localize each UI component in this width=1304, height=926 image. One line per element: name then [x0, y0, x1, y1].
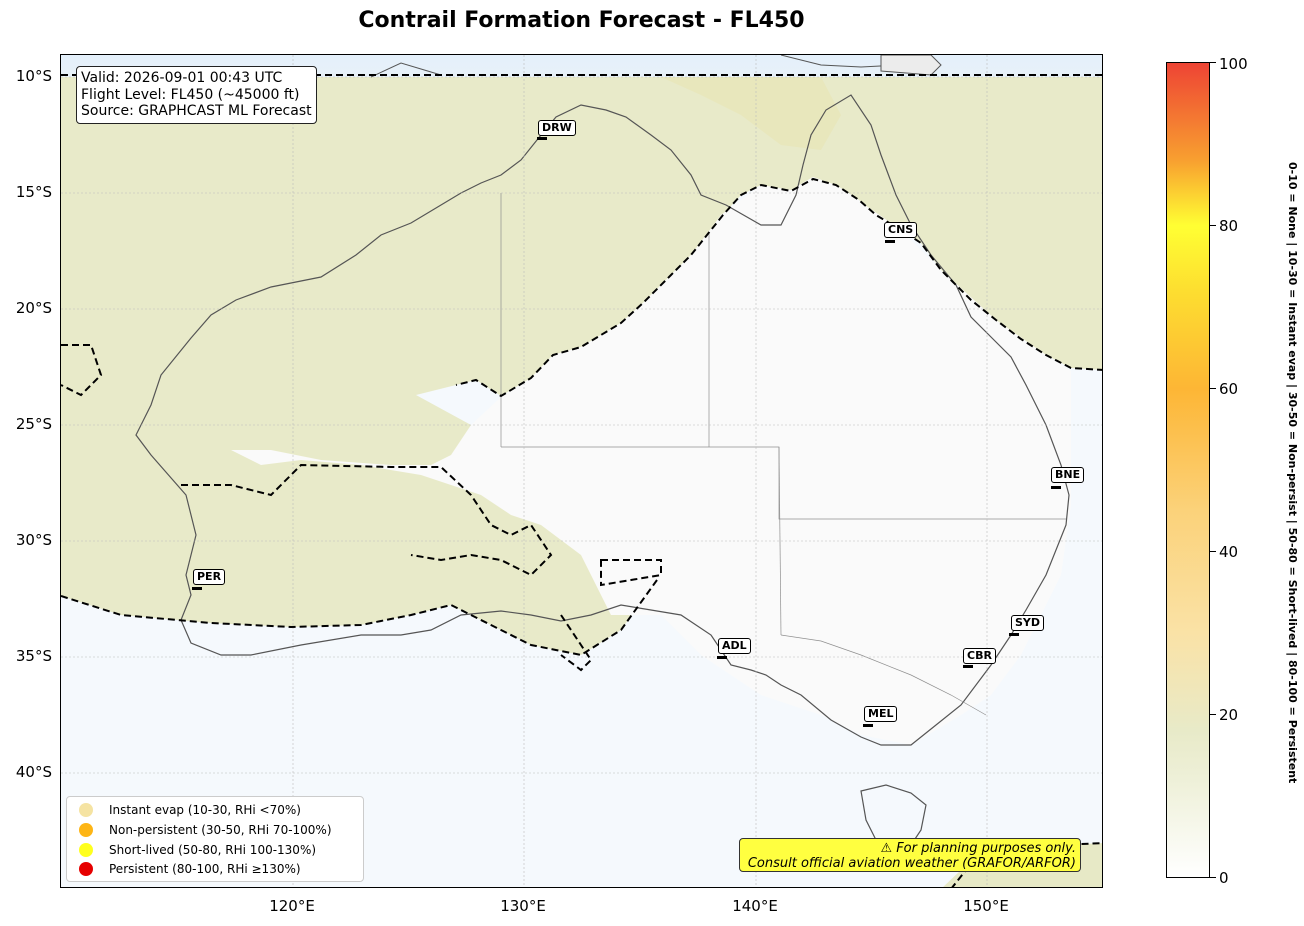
city-label-cns[interactable]: CNS [884, 222, 918, 238]
lat-tick-40s: 40°S [15, 763, 52, 781]
legend-label: Persistent (80-100, RHi ≥130%) [109, 862, 301, 876]
colorbar-tick-60: 60 [1219, 380, 1239, 398]
low-risk-region-warm-patch [661, 77, 841, 150]
city-marker-bne [1051, 486, 1061, 489]
city-label-per[interactable]: PER [193, 569, 226, 585]
legend-swatch [79, 862, 93, 876]
lon-tick-120e: 120°E [269, 897, 315, 915]
legend-label: Non-persistent (30-50, RHi 70-100%) [109, 823, 332, 837]
legend-item-non-persistent: Non-persistent (30-50, RHi 70-100%) [79, 821, 332, 839]
legend-item-short-lived: Short-lived (50-80, RHi 100-130%) [79, 841, 316, 859]
low-risk-region [61, 77, 1102, 655]
valid-time: Valid: 2026-09-01 00:43 UTC [81, 70, 283, 86]
clear-region [231, 177, 1071, 745]
city-label-mel[interactable]: MEL [864, 706, 898, 722]
warning-line-1: ⚠ For planning purposes only. [880, 841, 1077, 856]
colorbar-tick-0: 0 [1219, 869, 1229, 887]
city-label-cbr[interactable]: CBR [963, 648, 996, 664]
city-label-drw[interactable]: DRW [538, 120, 576, 136]
city-marker-cbr [963, 665, 973, 668]
forecast-info-box: Valid: 2026-09-01 00:43 UTC Flight Level… [76, 66, 317, 124]
lon-tick-130e: 130°E [500, 897, 546, 915]
colorbar-tick-40: 40 [1219, 543, 1239, 561]
colorbar-tick-mark [1210, 714, 1216, 715]
lat-tick-10s: 10°S [15, 67, 52, 85]
lon-tick-150e: 150°E [963, 897, 1009, 915]
city-marker-adl [717, 656, 727, 659]
map-panel[interactable] [60, 54, 1103, 888]
map-canvas [61, 55, 1102, 887]
threshold-contours [61, 74, 1102, 887]
city-markers [192, 137, 1061, 727]
city-marker-drw [537, 137, 547, 140]
legend-swatch [79, 803, 93, 817]
legend-item-persistent: Persistent (80-100, RHi ≥130%) [79, 860, 301, 878]
colorbar-tick-mark [1210, 877, 1216, 878]
legend-label: Short-lived (50-80, RHi 100-130%) [109, 843, 317, 857]
state-borders [500, 193, 1066, 716]
lat-tick-25s: 25°S [15, 415, 52, 433]
risk-legend: Instant evap (10-30, RHi <70%) Non-persi… [66, 796, 364, 882]
city-marker-syd [1009, 633, 1019, 636]
new-guinea-land [880, 55, 942, 76]
colorbar-tick-80: 80 [1219, 217, 1239, 235]
city-marker-per [192, 587, 202, 590]
colorbar-tick-mark [1210, 388, 1216, 389]
lat-tick-30s: 30°S [15, 531, 52, 549]
city-marker-cns [885, 240, 895, 243]
planning-warning: ⚠ For planning purposes only. Consult of… [739, 838, 1081, 872]
warning-line-2: Consult official aviation weather (GRAFO… [747, 856, 1076, 871]
colorbar-caption: 0-10 = None | 10-30 = Instant evap | 30-… [1286, 161, 1299, 784]
city-marker-mel [863, 724, 873, 727]
colorbar-tick-20: 20 [1219, 706, 1239, 724]
city-label-adl[interactable]: ADL [718, 638, 751, 654]
colorbar [1166, 62, 1210, 878]
lat-tick-15s: 15°S [15, 183, 52, 201]
tasmania-coastline [860, 784, 927, 851]
map-title: Contrail Formation Forecast - FL450 [358, 8, 805, 33]
lat-tick-35s: 35°S [15, 647, 52, 665]
forecast-source: Source: GRAPHCAST ML Forecast [81, 103, 312, 119]
lat-tick-20s: 20°S [15, 299, 52, 317]
mainland-coastline [135, 94, 1070, 746]
city-label-syd[interactable]: SYD [1011, 615, 1045, 631]
lon-tick-140e: 140°E [732, 897, 778, 915]
colorbar-tick-100: 100 [1219, 55, 1248, 73]
legend-item-instant-evap: Instant evap (10-30, RHi <70%) [79, 801, 301, 819]
colorbar-tick-mark [1210, 62, 1216, 63]
legend-swatch [79, 843, 93, 857]
legend-label: Instant evap (10-30, RHi <70%) [109, 803, 301, 817]
city-label-bne[interactable]: BNE [1051, 467, 1085, 483]
colorbar-tick-mark [1210, 551, 1216, 552]
colorbar-tick-mark [1210, 225, 1216, 226]
legend-swatch [79, 823, 93, 837]
northern-band [61, 55, 1102, 77]
flight-level: Flight Level: FL450 (~45000 ft) [81, 86, 300, 103]
